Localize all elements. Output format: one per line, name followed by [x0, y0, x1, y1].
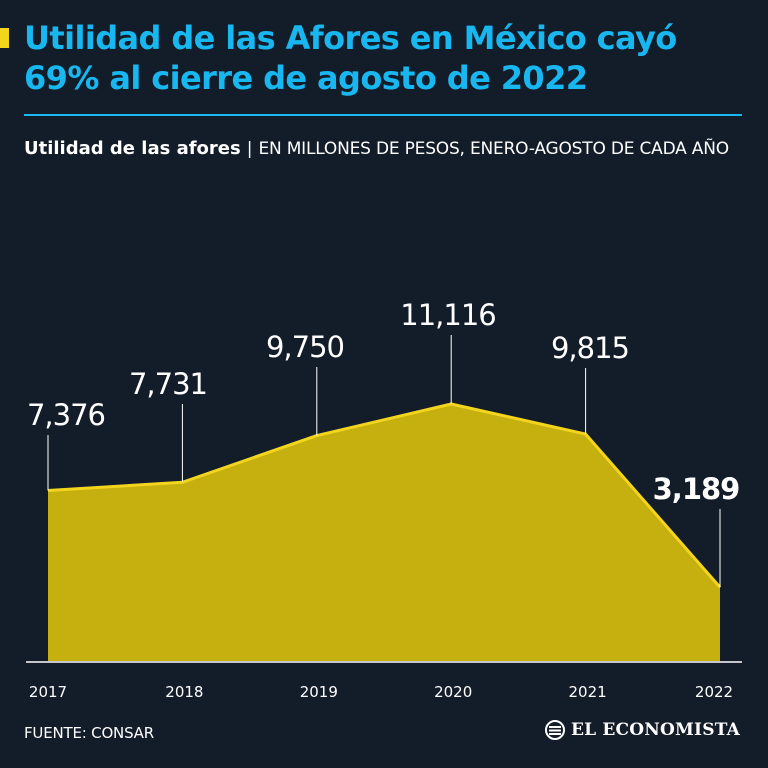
subtitle-unit: EN MILLONES DE PESOS, ENERO-AGOSTO DE CA… [258, 139, 729, 159]
source-note: FUENTE: CONSAR [24, 724, 154, 742]
data-label: 11,116 [400, 298, 495, 332]
subtitle-separator: | [246, 139, 253, 159]
x-tick-label: 2022 [695, 683, 733, 701]
data-label: 7,376 [27, 398, 105, 432]
x-tick-label: 2020 [434, 683, 472, 701]
x-tick-label: 2021 [569, 683, 607, 701]
data-label: 7,731 [129, 367, 207, 401]
chart-title: Utilidad de las Afores en México cayó 69… [24, 19, 677, 97]
title-divider [24, 114, 742, 116]
chart-subtitle: Utilidad de las afores | EN MILLONES DE PE… [24, 134, 754, 164]
x-tick-label: 2019 [300, 683, 338, 701]
logo-text: EL ECONOMISTA [570, 720, 740, 740]
x-tick-label: 2018 [165, 683, 203, 701]
data-label: 3,189 [653, 472, 740, 506]
data-label: 9,750 [266, 330, 344, 364]
title-accent-bar [0, 28, 9, 48]
x-tick-label: 2017 [29, 683, 67, 701]
series-line [47, 402, 722, 589]
subtitle-measure: Utilidad de las afores [24, 138, 241, 159]
el-economista-icon [544, 720, 565, 740]
publisher-logo: EL ECONOMISTA [544, 720, 740, 740]
data-label: 9,815 [551, 331, 629, 365]
area-fill [48, 404, 720, 661]
